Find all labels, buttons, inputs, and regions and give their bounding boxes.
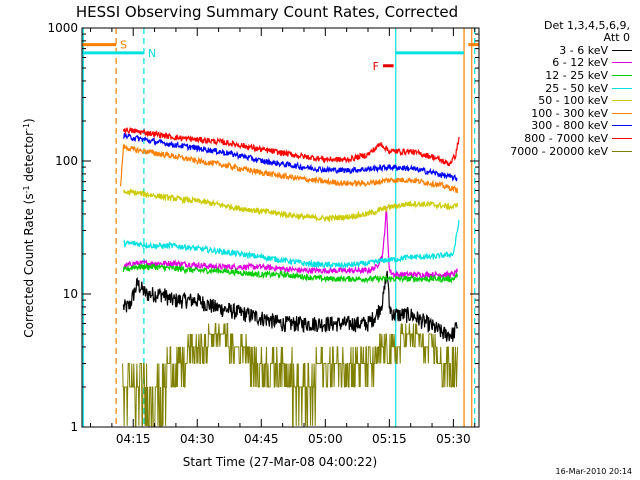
- y-axis-label: Corrected Count Rate (s-1 detector-1): [22, 118, 37, 337]
- interval-bar-label: N: [148, 47, 156, 60]
- chart-title: HESSI Observing Summary Count Rates, Cor…: [76, 3, 458, 21]
- legend-item: 300 - 800 keV: [468, 119, 636, 133]
- interval-bar-label: F: [373, 60, 379, 73]
- legend-item-swatch: [612, 112, 632, 114]
- interval-bar-label: S: [120, 39, 127, 52]
- x-axis-label: Start Time (27-Mar-08 04:00:22): [183, 455, 377, 469]
- legend-item-swatch: [612, 150, 632, 152]
- y-tick-label: 1: [70, 420, 78, 434]
- series-line: [123, 206, 458, 280]
- series-line: [122, 133, 458, 182]
- series-line: [122, 262, 458, 284]
- legend-item-swatch: [612, 62, 632, 64]
- x-tick-label: 05:15: [372, 432, 407, 446]
- y-axis-label-mid: detector: [22, 131, 36, 186]
- legend-item: 100 - 300 keV: [468, 107, 636, 120]
- y-axis-label-end: ): [22, 118, 36, 123]
- x-tick-label: 05:30: [436, 432, 471, 446]
- legend-item: 50 - 100 keV: [468, 94, 636, 107]
- legend-item-swatch: [612, 74, 632, 76]
- series-line: [122, 270, 458, 342]
- legend-item-label: 100 - 300 keV: [531, 106, 608, 120]
- series-line: [123, 188, 458, 223]
- x-tick-label: 05:00: [308, 432, 343, 446]
- y-tick-label: 100: [55, 154, 78, 168]
- footer-timestamp: 16-Mar-2010 20:14: [555, 467, 633, 476]
- legend-item-swatch: [612, 49, 632, 51]
- x-tick-label: 04:15: [116, 432, 151, 446]
- legend-item-label: 6 - 12 keV: [552, 56, 608, 70]
- y-axis-label-main: Corrected Count Rate (s: [22, 193, 36, 337]
- legend-item-swatch: [612, 125, 632, 127]
- legend-item: 25 - 50 keV: [468, 82, 636, 95]
- legend-item: 800 - 7000 keV: [468, 132, 636, 145]
- legend-item: 6 - 12 keV: [468, 56, 636, 70]
- legend-item-label: 300 - 800 keV: [531, 119, 608, 133]
- series-line: [123, 219, 460, 270]
- legend-item-label: 800 - 7000 keV: [524, 131, 608, 145]
- y-tick-label: 10: [63, 287, 78, 301]
- series-line: [122, 126, 460, 167]
- legend-item-label: 12 - 25 keV: [545, 68, 608, 82]
- legend-item-swatch: [612, 87, 632, 89]
- legend-header-line2: Att 0: [603, 31, 630, 44]
- y-tick-label: 1000: [47, 21, 78, 35]
- legend-header-line1: Det 1,3,4,5,6,9,: [543, 19, 630, 32]
- legend-item-label: 50 - 100 keV: [538, 94, 608, 108]
- legend-item-swatch: [612, 100, 632, 102]
- plot-frame: [81, 27, 480, 428]
- legend-item-label: 25 - 50 keV: [545, 81, 608, 95]
- y-axis-label-sup1: -1: [22, 185, 31, 193]
- legend-item-label: 3 - 6 keV: [559, 43, 608, 57]
- series-line: [119, 144, 459, 194]
- legend-item-label: 7000 - 20000 keV: [510, 144, 608, 158]
- x-tick-label: 04:45: [244, 432, 279, 446]
- legend-item: 7000 - 20000 keV: [468, 145, 636, 158]
- legend-item: 3 - 6 keV: [468, 44, 636, 57]
- legend-item-swatch: [612, 137, 632, 139]
- x-tick-label: 04:30: [180, 432, 215, 446]
- y-axis-label-sup2: -1: [22, 123, 31, 131]
- series-line: [122, 323, 459, 427]
- legend-item: 12 - 25 keV: [468, 69, 636, 82]
- legend: Det 1,3,4,5,6,9, Att 0 3 - 6 keV 6 - 12 k…: [468, 19, 636, 158]
